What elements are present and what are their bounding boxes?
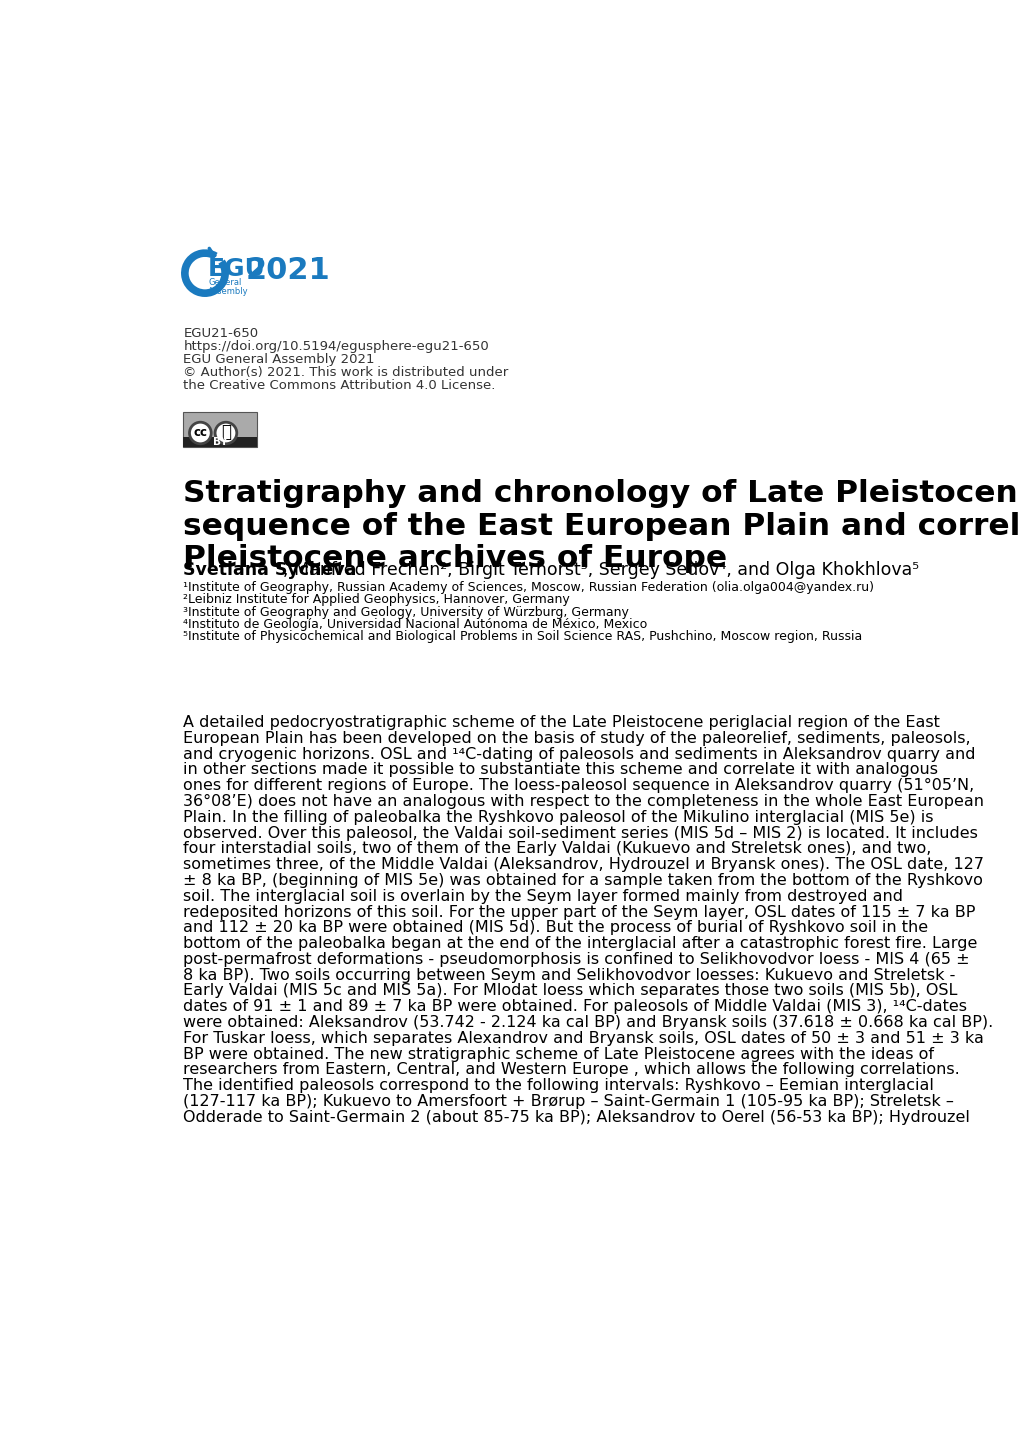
Circle shape [215, 423, 236, 444]
Text: redeposited horizons of this soil. For the upper part of the Seym layer, OSL dat: redeposited horizons of this soil. For t… [183, 904, 975, 920]
Text: ³Institute of Geography and Geology, University of Würzburg, Germany: ³Institute of Geography and Geology, Uni… [183, 606, 629, 619]
Text: For Tuskar loess, which separates Alexandrov and Bryansk soils, OSL dates of 50 : For Tuskar loess, which separates Alexan… [183, 1031, 983, 1045]
Text: ones for different regions of Europe. The loess-paleosol sequence in Aleksandrov: ones for different regions of Europe. Th… [183, 779, 973, 793]
Text: researchers from Eastern, Central, and Western Europe , which allows the followi: researchers from Eastern, Central, and W… [183, 1063, 959, 1077]
Text: 36°08’E) does not have an analogous with respect to the completeness in the whol: 36°08’E) does not have an analogous with… [183, 795, 983, 809]
Text: bottom of the paleobalka began at the end of the interglacial after a catastroph: bottom of the paleobalka began at the en… [183, 936, 977, 952]
Text: EGU: EGU [208, 257, 266, 281]
Text: ⁵Institute of Physicochemical and Biological Problems in Soil Science RAS, Pushc: ⁵Institute of Physicochemical and Biolog… [183, 630, 862, 643]
Text: A detailed pedocryostratigraphic scheme of the Late Pleistocene periglacial regi: A detailed pedocryostratigraphic scheme … [183, 715, 940, 730]
Text: post-permafrost deformations - pseudomorphosis is confined to Selikhovodvor loes: post-permafrost deformations - pseudomor… [183, 952, 969, 968]
Text: The identified paleosols correspond to the following intervals: Ryshkovo – Eemia: The identified paleosols correspond to t… [183, 1079, 933, 1093]
Text: soil. The interglacial soil is overlain by the Seym layer formed mainly from des: soil. The interglacial soil is overlain … [183, 888, 903, 904]
Text: cc: cc [194, 425, 207, 440]
Text: BY: BY [213, 437, 227, 447]
Text: Plain. In the filling of paleobalka the Ryshkovo paleosol of the Mikulino interg: Plain. In the filling of paleobalka the … [183, 810, 932, 825]
Text: European Plain has been developed on the basis of study of the paleorelief, sedi: European Plain has been developed on the… [183, 731, 970, 746]
Text: in other sections made it possible to substantiate this scheme and correlate it : in other sections made it possible to su… [183, 763, 937, 777]
Text: ⓘ: ⓘ [221, 423, 230, 441]
Text: General
Assembly: General Assembly [208, 278, 249, 297]
Text: dates of 91 ± 1 and 89 ± 7 ka BP were obtained. For paleosols of Middle Valdai (: dates of 91 ± 1 and 89 ± 7 ka BP were ob… [183, 999, 966, 1014]
Text: observed. Over this paleosol, the Valdai soil-sediment series (MIS 5d – MIS 2) i: observed. Over this paleosol, the Valdai… [183, 826, 977, 841]
Text: 8 ka BP). Two soils occurring between Seym and Selikhovodvor loesses: Kukuevo an: 8 ka BP). Two soils occurring between Se… [183, 968, 955, 982]
Text: ¹Institute of Geography, Russian Academy of Sciences, Moscow, Russian Federation: ¹Institute of Geography, Russian Academy… [183, 581, 873, 594]
Text: and cryogenic horizons. OSL and ¹⁴C-dating of paleosols and sediments in Aleksan: and cryogenic horizons. OSL and ¹⁴C-dati… [183, 747, 975, 761]
Text: EGU General Assembly 2021: EGU General Assembly 2021 [183, 353, 374, 366]
Text: EGU21-650: EGU21-650 [183, 327, 258, 340]
Text: Stratigraphy and chronology of Late Pleistocene loess-paleosol: Stratigraphy and chronology of Late Plei… [183, 480, 1019, 509]
Text: BP were obtained. The new stratigraphic scheme of Late Pleistocene agrees with t: BP were obtained. The new stratigraphic … [183, 1047, 933, 1061]
Text: ⁴Instituto de Geología, Universidad Nacional Autónoma de México, Mexico: ⁴Instituto de Geología, Universidad Naci… [183, 619, 647, 632]
Bar [183, 437, 257, 447]
Text: ²Leibniz Institute for Applied Geophysics, Hannover, Germany: ²Leibniz Institute for Applied Geophysic… [183, 594, 570, 607]
Circle shape [190, 423, 211, 444]
Text: were obtained: Aleksandrov (53.742 - 2.124 ka cal BP) and Bryansk soils (37.618 : were obtained: Aleksandrov (53.742 - 2.1… [183, 1015, 993, 1030]
Text: Odderade to Saint-Germain 2 (about 85-75 ka BP); Aleksandrov to Oerel (56-53 ka : Odderade to Saint-Germain 2 (about 85-75… [183, 1110, 969, 1125]
Text: Early Valdai (MIS 5c and MIS 5a). For Mlodat loess which separates those two soi: Early Valdai (MIS 5c and MIS 5a). For Ml… [183, 983, 957, 998]
Text: sequence of the East European Plain and correlation with Late: sequence of the East European Plain and … [183, 512, 1019, 541]
Text: four interstadial soils, two of them of the Early Valdai (Kukuevo and Streletsk : four interstadial soils, two of them of … [183, 841, 930, 857]
Text: sometimes three, of the Middle Valdai (Aleksandrov, Hydrouzel и Bryansk ones). T: sometimes three, of the Middle Valdai (A… [183, 857, 983, 872]
Text: and 112 ± 20 ka BP were obtained (MIS 5d). But the process of burial of Ryshkovo: and 112 ± 20 ka BP were obtained (MIS 5d… [183, 920, 927, 936]
Text: ± 8 ka BP, (beginning of MIS 5e) was obtained for a sample taken from the bottom: ± 8 ka BP, (beginning of MIS 5e) was obt… [183, 872, 982, 888]
Text: Pleistocene archives of Europe: Pleistocene archives of Europe [183, 544, 727, 572]
Text: 2021: 2021 [245, 255, 330, 284]
Bar [183, 412, 257, 447]
Text: the Creative Commons Attribution 4.0 License.: the Creative Commons Attribution 4.0 Lic… [183, 379, 495, 392]
Text: (127-117 ka BP); Kukuevo to Amersfoort + Brørup – Saint-Germain 1 (105-95 ka BP): (127-117 ka BP); Kukuevo to Amersfoort +… [183, 1094, 953, 1109]
Text: Svetlana Sycheva: Svetlana Sycheva [183, 561, 357, 580]
Text: ¹, Manfred Frechen², Birgit Terhorst³, Sergey Sedov⁴, and Olga Khokhlova⁵: ¹, Manfred Frechen², Birgit Terhorst³, S… [276, 561, 918, 580]
Text: © Author(s) 2021. This work is distributed under: © Author(s) 2021. This work is distribut… [183, 366, 508, 379]
Text: https://doi.org/10.5194/egusphere-egu21-650: https://doi.org/10.5194/egusphere-egu21-… [183, 340, 488, 353]
